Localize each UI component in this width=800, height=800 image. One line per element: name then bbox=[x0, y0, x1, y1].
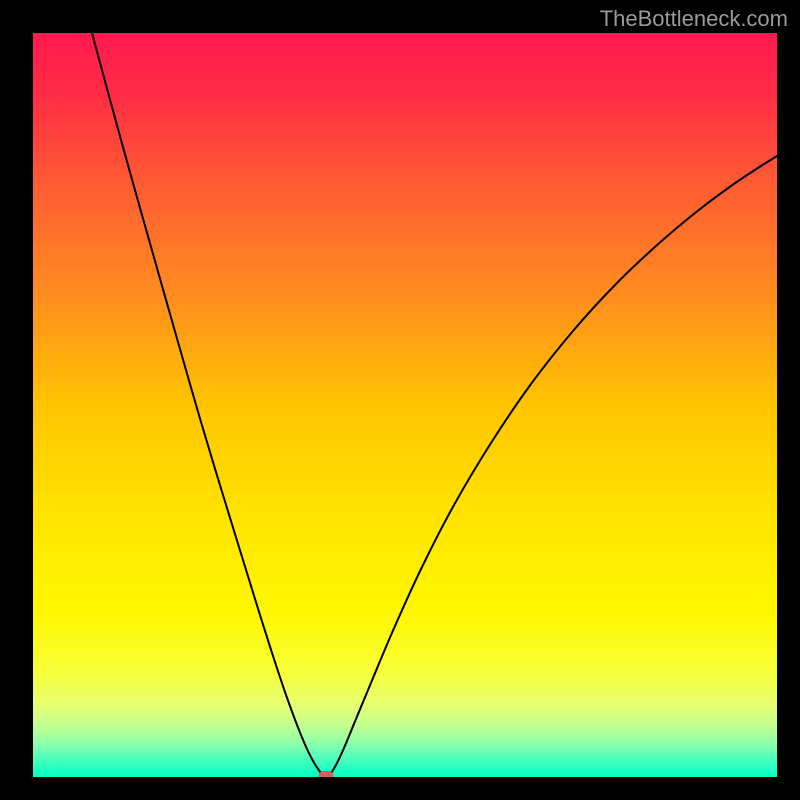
watermark-text: TheBottleneck.com bbox=[600, 6, 788, 32]
plot-area bbox=[33, 33, 777, 777]
trough-marker bbox=[319, 771, 334, 777]
outer-frame: TheBottleneck.com bbox=[0, 0, 800, 800]
curve-plot bbox=[33, 33, 777, 777]
bottleneck-curve bbox=[92, 33, 777, 777]
